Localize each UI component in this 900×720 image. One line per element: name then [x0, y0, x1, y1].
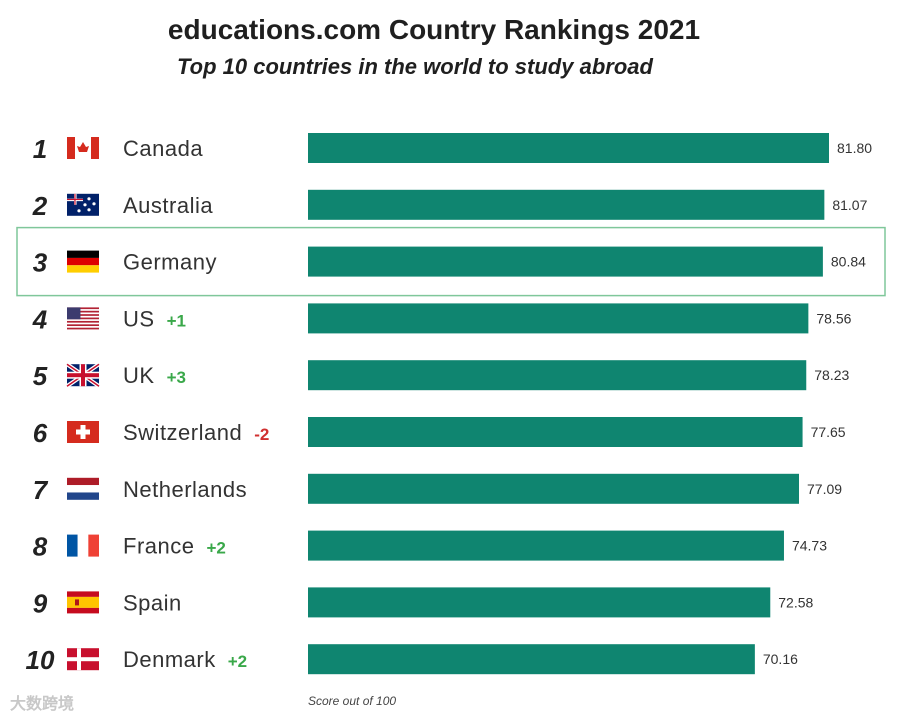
chart-row: 2 Australia 81.07	[32, 189, 868, 221]
chart-subtitle: Top 10 countries in the world to study a…	[177, 54, 653, 79]
germany-flag	[67, 250, 99, 273]
switzerland-flag	[67, 421, 99, 443]
score-bar	[308, 246, 823, 277]
denmark-flag	[67, 648, 99, 671]
country-label: France	[123, 534, 194, 559]
country-label: Australia	[123, 193, 213, 218]
score-bar	[308, 133, 829, 163]
rank-change-label: -2	[254, 425, 269, 444]
value-label: 77.65	[811, 424, 846, 440]
country-label: Denmark	[123, 647, 216, 672]
chart-row: 10 Denmark +2 70.16	[26, 644, 798, 675]
value-label: 77.09	[807, 481, 842, 497]
chart-row: 3 Germany 80.84	[33, 246, 866, 278]
canada-flag	[67, 137, 99, 159]
score-bar	[308, 587, 771, 618]
country-label: Netherlands	[123, 477, 247, 502]
chart-row: 6 Switzerland -2 77.65	[33, 417, 846, 448]
netherlands-flag	[67, 477, 99, 500]
score-bar	[308, 417, 803, 447]
spain-flag	[67, 591, 99, 614]
score-bar	[308, 189, 825, 220]
value-label: 81.07	[832, 197, 867, 213]
rank-change-label: +2	[228, 652, 247, 671]
country-label: UK	[123, 363, 155, 388]
chart-row: 5 UK +3 78.23	[33, 360, 850, 391]
watermark: 大数跨境	[10, 696, 75, 713]
rank-label: 3	[33, 248, 48, 278]
rank-label: 1	[33, 134, 47, 164]
value-label: 78.56	[816, 310, 851, 326]
country-label: Germany	[123, 250, 217, 275]
value-label: 74.73	[792, 538, 827, 554]
rank-label: 9	[33, 588, 48, 618]
country-label: US	[123, 306, 155, 331]
rank-change-label: +3	[167, 368, 186, 387]
score-bar	[308, 530, 784, 561]
rank-label: 6	[33, 418, 48, 448]
chart-row: 9 Spain 72.58	[33, 587, 814, 618]
chart-title: educations.com Country Rankings 2021	[167, 14, 701, 45]
uk-flag	[65, 362, 101, 388]
value-label: 80.84	[831, 254, 866, 270]
rank-label: 8	[33, 532, 48, 562]
chart-row: 8 France +2 74.73	[33, 530, 827, 562]
rank-change-label: +2	[206, 539, 225, 558]
rank-label: 7	[33, 475, 49, 505]
value-label: 70.16	[763, 651, 798, 667]
australia-flag	[67, 193, 99, 216]
score-footnote: Score out of 100	[308, 694, 397, 708]
country-label: Spain	[123, 590, 182, 615]
rank-label: 10	[26, 645, 55, 675]
rank-change-label: +1	[167, 311, 186, 330]
score-bar	[308, 473, 800, 504]
value-label: 72.58	[778, 594, 813, 610]
country-label: Switzerland	[123, 420, 242, 445]
value-label: 78.23	[814, 367, 849, 383]
score-bar	[308, 644, 755, 675]
country-label: Canada	[123, 136, 203, 161]
rank-label: 2	[32, 191, 48, 221]
chart-row: 4 US +1 78.56	[32, 303, 852, 334]
highlight-box	[16, 226, 886, 297]
us-flag	[67, 307, 99, 330]
rank-label: 5	[33, 361, 48, 391]
chart-row: 1 Canada 81.80	[33, 133, 872, 164]
rank-label: 4	[32, 304, 48, 334]
france-flag	[67, 534, 99, 557]
score-bar	[308, 360, 807, 391]
score-bar	[308, 303, 809, 334]
chart-row: 7 Netherlands 77.09	[33, 473, 842, 505]
value-label: 81.80	[837, 140, 872, 156]
